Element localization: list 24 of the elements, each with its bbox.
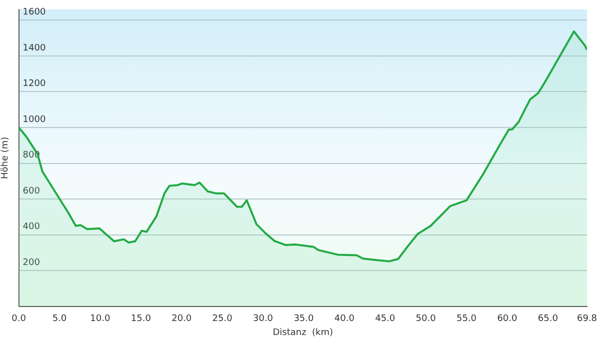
x-tick-label: 50.0: [416, 314, 436, 324]
x-tick-label: 45.0: [375, 314, 396, 324]
y-axis-title: Höhe (m): [0, 136, 11, 179]
y-tick-label: 1600: [22, 7, 46, 18]
x-tick-label: 5.0: [52, 314, 67, 324]
y-tick-label: 600: [22, 186, 40, 196]
x-tick-label: 10.0: [90, 314, 110, 324]
y-tick-label: 1000: [22, 114, 46, 125]
x-tick-label: 40.0: [334, 314, 355, 324]
x-tick-label: 65.0: [538, 314, 558, 324]
y-tick-label: 1200: [22, 79, 46, 90]
x-tick-label: 30.0: [252, 314, 274, 324]
y-tick-label: 200: [22, 258, 40, 268]
x-tick-label: 25.0: [212, 314, 233, 324]
x-tick-label: 0.0: [12, 314, 26, 324]
x-tick-label: 55.0: [456, 314, 477, 324]
x-tick-label: 15.0: [130, 314, 152, 324]
x-tick-label: 20.0: [172, 314, 192, 324]
x-tick-label: 60.0: [497, 314, 518, 324]
x-tick-label: 35.0: [294, 314, 314, 324]
x-tick-label: 69.8: [576, 314, 598, 324]
y-tick-label: 1400: [22, 43, 46, 54]
x-axis-title: Distanz (km): [272, 328, 334, 338]
y-tick-label: 400: [22, 222, 40, 232]
